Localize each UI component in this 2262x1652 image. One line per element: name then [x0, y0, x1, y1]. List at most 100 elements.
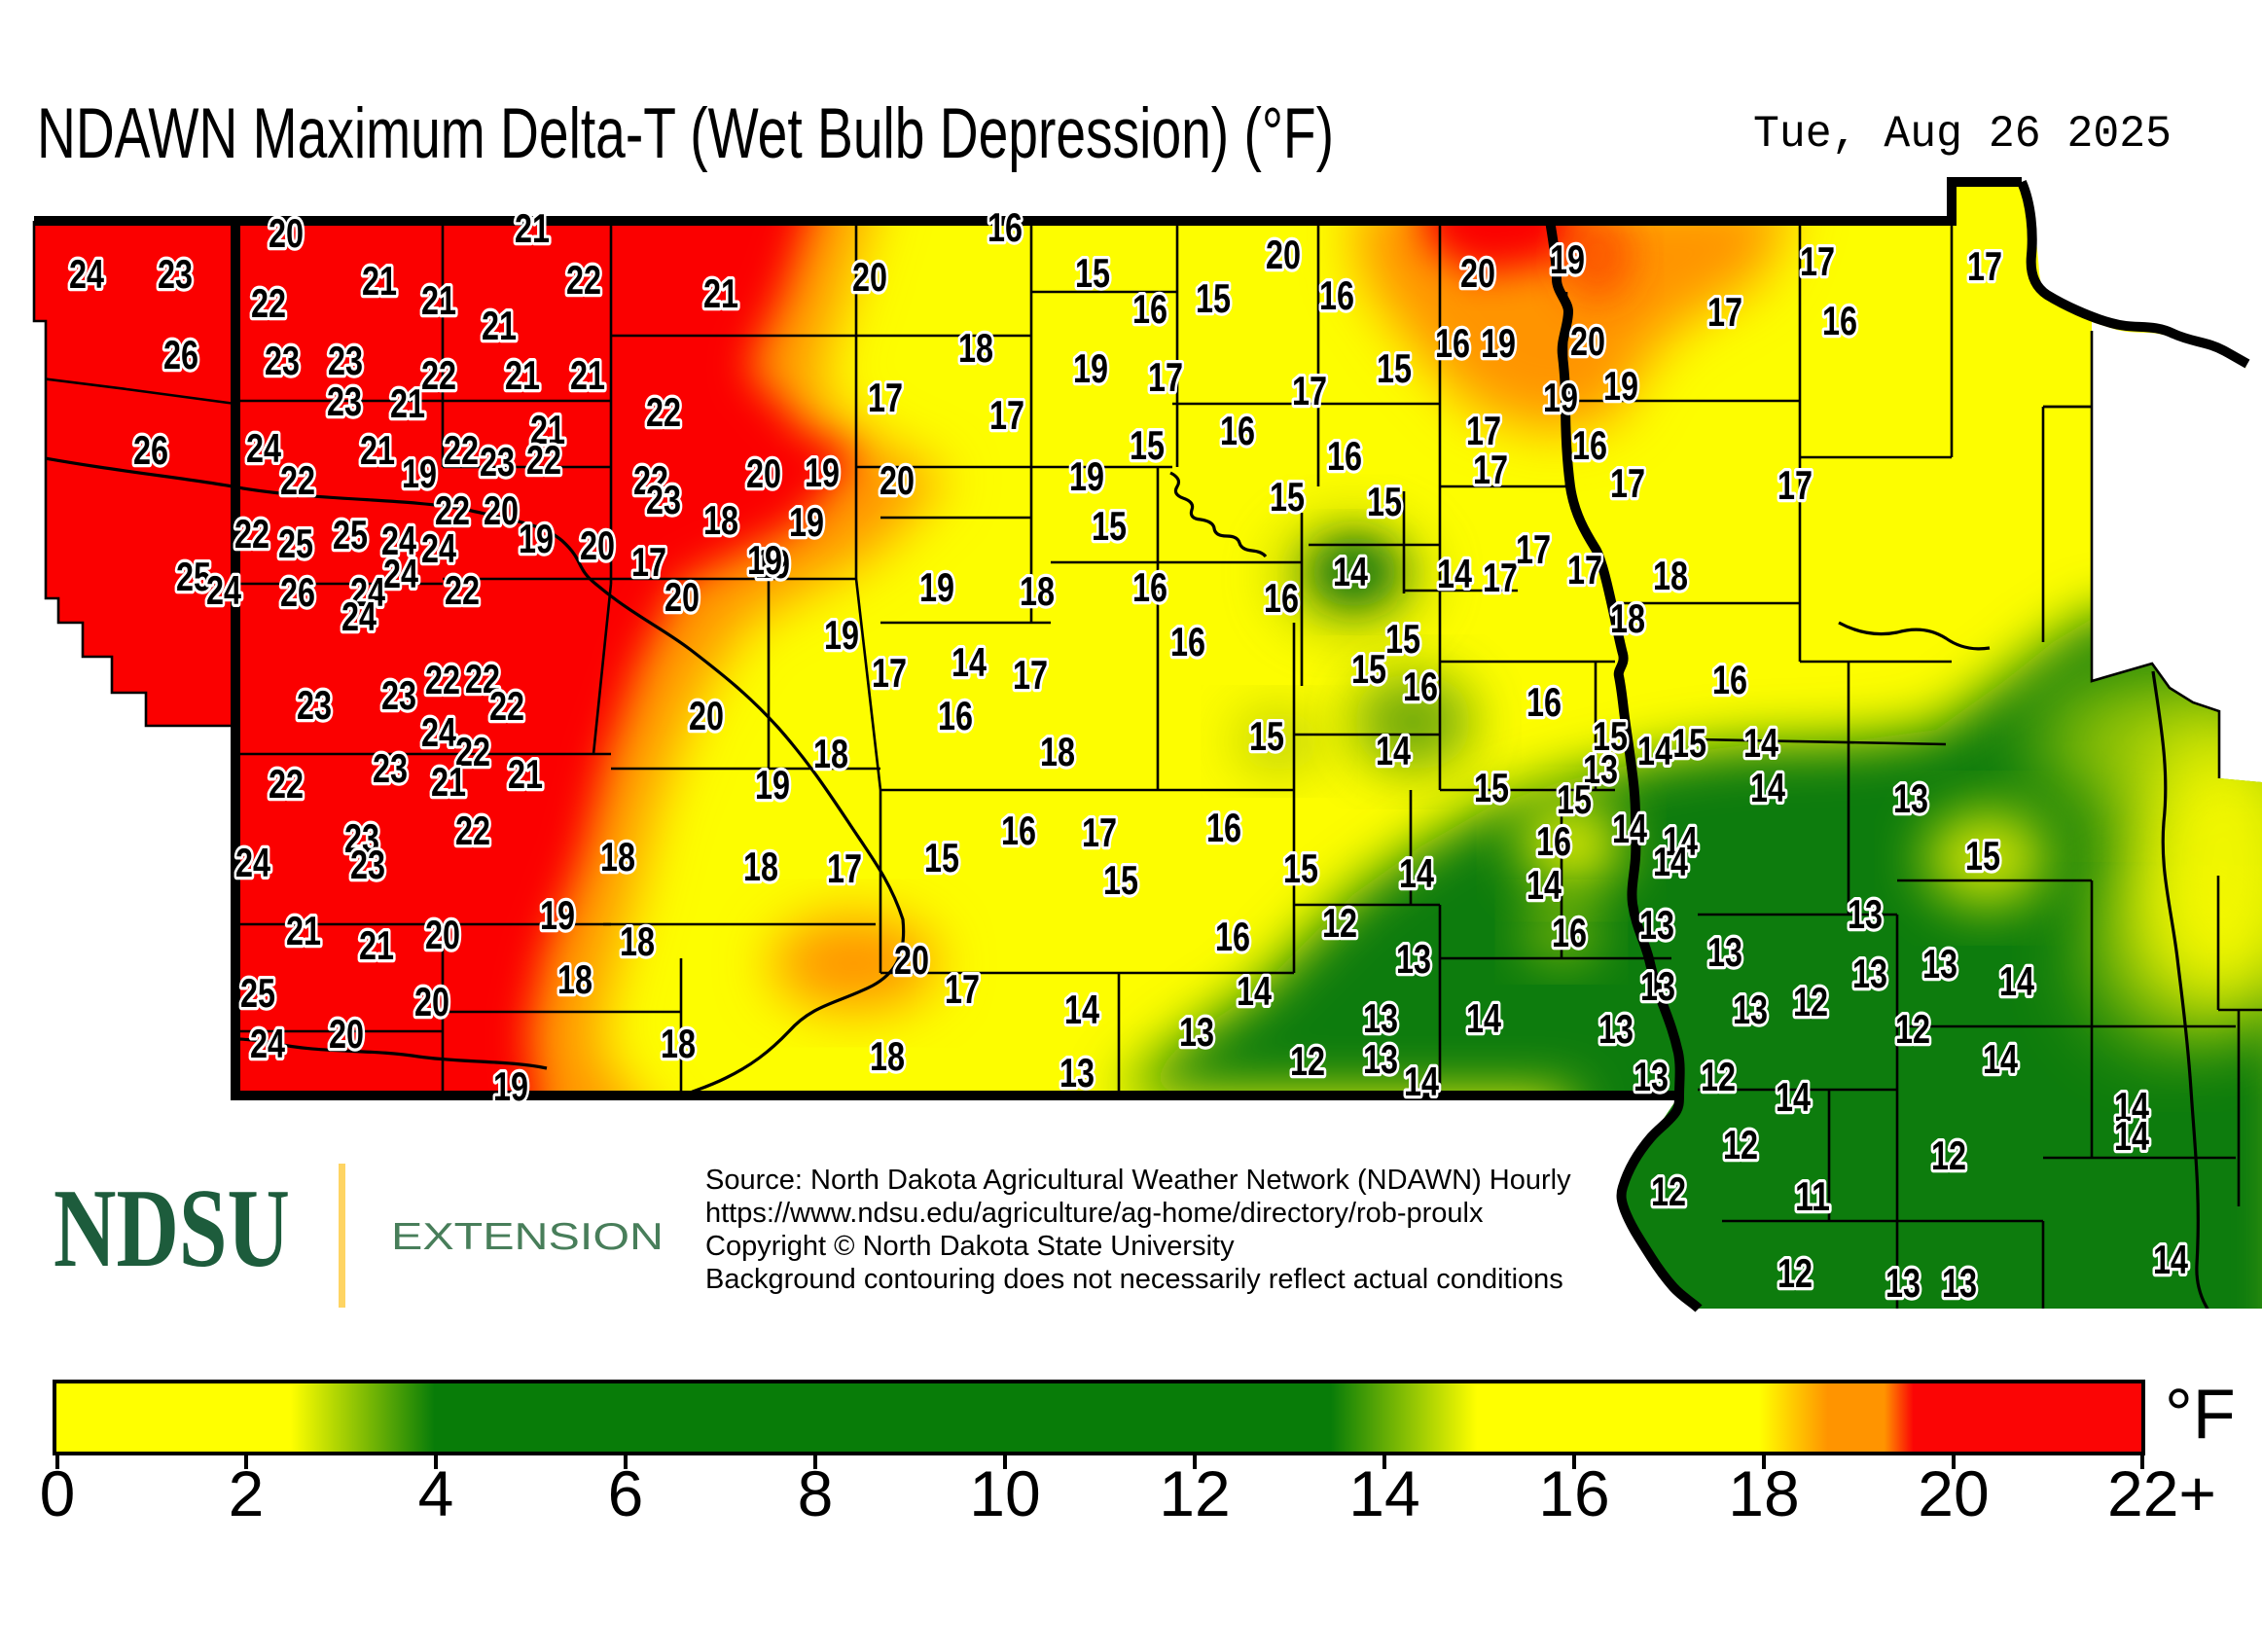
svg-text:18: 18: [743, 844, 778, 889]
svg-text:23: 23: [646, 477, 681, 522]
svg-text:15: 15: [1593, 713, 1628, 759]
svg-text:14: 14: [1348, 1457, 1419, 1529]
svg-text:19: 19: [1069, 453, 1104, 499]
svg-text:8: 8: [798, 1457, 834, 1529]
svg-text:14: 14: [1437, 551, 1472, 596]
svg-text:16: 16: [1215, 914, 1250, 959]
svg-text:21: 21: [703, 270, 738, 316]
svg-text:22: 22: [465, 656, 500, 701]
svg-text:15: 15: [1671, 720, 1706, 766]
svg-text:20: 20: [664, 574, 700, 620]
svg-text:11: 11: [1795, 1173, 1830, 1219]
svg-text:20: 20: [880, 457, 915, 503]
svg-text:10: 10: [969, 1457, 1040, 1529]
svg-text:17: 17: [1610, 460, 1645, 506]
svg-text:20: 20: [689, 693, 724, 738]
svg-text:15: 15: [1965, 833, 2000, 879]
svg-text:16: 16: [1206, 805, 1241, 850]
svg-text:16: 16: [1538, 1457, 1609, 1529]
svg-text:15: 15: [1130, 422, 1165, 468]
svg-text:21: 21: [570, 352, 605, 398]
svg-text:12: 12: [1290, 1038, 1325, 1084]
svg-text:16: 16: [1435, 320, 1470, 366]
svg-text:14: 14: [1237, 968, 1272, 1014]
svg-text:19: 19: [540, 892, 575, 938]
svg-text:16: 16: [1220, 408, 1255, 453]
svg-text:14: 14: [1776, 1074, 1811, 1120]
svg-text:17: 17: [827, 845, 862, 891]
svg-text:26: 26: [163, 332, 198, 377]
svg-text:15: 15: [1103, 857, 1138, 903]
svg-text:22: 22: [489, 683, 524, 729]
svg-text:24: 24: [381, 518, 416, 563]
svg-text:19: 19: [519, 516, 554, 561]
svg-text:20: 20: [894, 937, 929, 983]
svg-text:18: 18: [600, 834, 635, 880]
svg-text:16: 16: [1712, 657, 1747, 702]
svg-text:20: 20: [329, 1011, 364, 1057]
svg-text:14: 14: [1983, 1036, 2018, 1082]
svg-text:23: 23: [480, 439, 515, 485]
svg-text:2: 2: [229, 1457, 265, 1529]
svg-text:16: 16: [987, 204, 1023, 250]
svg-text:16: 16: [1264, 575, 1299, 621]
svg-text:24: 24: [246, 425, 281, 471]
svg-text:23: 23: [373, 745, 408, 791]
svg-text:18: 18: [661, 1021, 696, 1066]
svg-text:14: 14: [1743, 720, 1778, 766]
svg-text:13: 13: [1598, 1006, 1634, 1052]
svg-text:23: 23: [297, 682, 332, 728]
svg-text:24: 24: [235, 840, 270, 885]
svg-text:17: 17: [1516, 526, 1551, 572]
svg-text:13: 13: [1640, 963, 1675, 1009]
svg-text:16: 16: [1572, 422, 1607, 468]
svg-text:16: 16: [1132, 564, 1167, 610]
svg-text:13: 13: [1583, 746, 1618, 792]
svg-text:Tue, Aug 26 2025: Tue, Aug 26 2025: [1753, 109, 2172, 160]
svg-text:18: 18: [1020, 568, 1055, 614]
svg-text:16: 16: [1552, 910, 1587, 955]
svg-text:13: 13: [1848, 891, 1883, 937]
svg-text:15: 15: [1092, 503, 1127, 549]
svg-text:Source: North Dakota Agricultu: Source: North Dakota Agricultural Weathe…: [705, 1165, 1571, 1196]
svg-text:19: 19: [1550, 236, 1585, 282]
svg-text:19: 19: [1481, 320, 1516, 366]
svg-text:13: 13: [1885, 1260, 1921, 1306]
svg-text:24: 24: [341, 593, 377, 639]
svg-text:17: 17: [1013, 652, 1048, 698]
svg-text:15: 15: [1196, 275, 1231, 321]
svg-text:21: 21: [360, 427, 395, 473]
svg-text:25: 25: [240, 970, 275, 1016]
svg-text:20: 20: [1570, 318, 1605, 364]
svg-text:°F: °F: [2165, 1376, 2236, 1454]
svg-text:15: 15: [1385, 616, 1420, 662]
svg-text:Copyright © North Dakota State: Copyright © North Dakota State Universit…: [705, 1231, 1235, 1262]
svg-text:https://www.ndsu.edu/agricultu: https://www.ndsu.edu/agriculture/ag-home…: [705, 1198, 1484, 1229]
svg-text:23: 23: [350, 842, 385, 887]
svg-text:16: 16: [1170, 619, 1205, 664]
svg-text:24: 24: [69, 251, 104, 297]
svg-text:12: 12: [1895, 1006, 1930, 1052]
svg-text:19: 19: [747, 537, 782, 583]
svg-text:17: 17: [1292, 368, 1327, 413]
svg-text:24: 24: [421, 709, 456, 755]
svg-text:13: 13: [1893, 775, 1928, 821]
svg-text:16: 16: [1132, 286, 1167, 332]
svg-text:20: 20: [484, 487, 519, 533]
svg-text:22: 22: [566, 257, 601, 303]
svg-text:21: 21: [431, 759, 466, 805]
svg-text:16: 16: [1403, 664, 1438, 709]
svg-text:25: 25: [333, 512, 368, 557]
svg-text:16: 16: [1319, 272, 1354, 318]
svg-text:21: 21: [508, 751, 543, 797]
svg-text:14: 14: [1466, 995, 1501, 1041]
svg-text:13: 13: [1707, 929, 1742, 975]
svg-text:14: 14: [1333, 549, 1368, 594]
svg-text:14: 14: [2153, 1237, 2188, 1282]
svg-text:17: 17: [1148, 354, 1183, 400]
svg-text:20: 20: [269, 210, 304, 256]
svg-text:16: 16: [938, 693, 973, 738]
svg-text:21: 21: [286, 908, 321, 953]
svg-text:21: 21: [515, 205, 550, 251]
svg-text:21: 21: [482, 303, 517, 348]
